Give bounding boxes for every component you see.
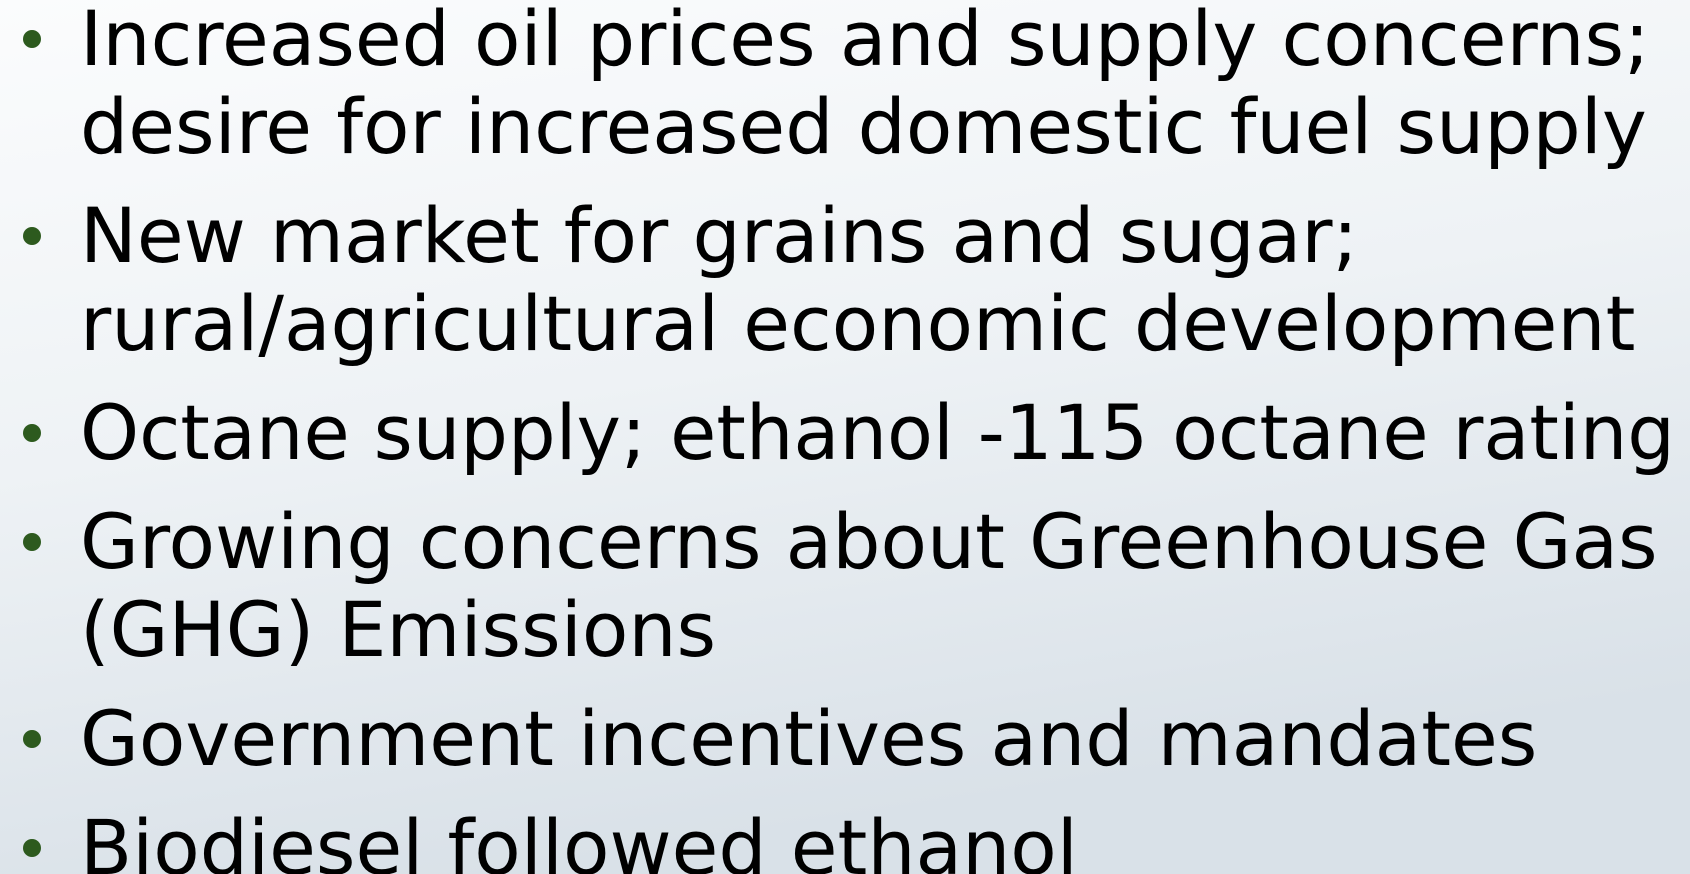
bullet-marker <box>23 533 41 551</box>
bullet-text: Biodiesel followed ethanol <box>80 803 1078 874</box>
bullet-text: Government incentives and mandates <box>80 694 1537 783</box>
bullet-marker <box>23 227 41 245</box>
bullet-text: rural/agricultural economic development <box>80 279 1635 368</box>
bullet-text: Increased oil prices and supply concerns… <box>80 0 1650 83</box>
bullet-text: desire for increased domestic fuel suppl… <box>80 82 1647 171</box>
bullet-marker <box>23 30 41 48</box>
bullet-text: New market for grains and sugar; <box>80 191 1358 280</box>
bullet-text: Growing concerns about Greenhouse Gas <box>80 497 1658 586</box>
bullet-marker <box>23 730 41 748</box>
bullet-text: (GHG) Emissions <box>80 585 716 674</box>
bullet-marker <box>23 424 41 442</box>
bullet-marker <box>23 839 41 857</box>
bullet-text: Octane supply; ethanol -115 octane ratin… <box>80 388 1675 477</box>
bullet-list: Increased oil prices and supply concerns… <box>23 0 1675 874</box>
